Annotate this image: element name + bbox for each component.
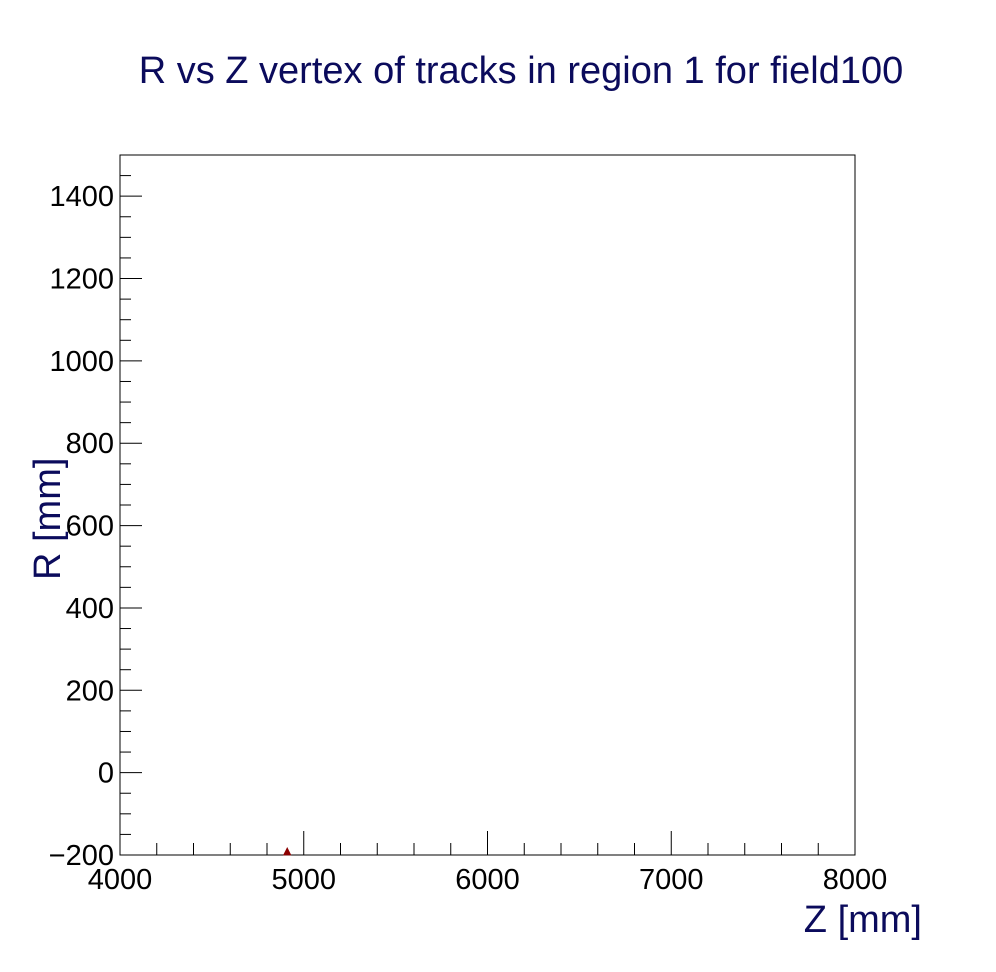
x-tick-label: 8000 xyxy=(823,864,888,896)
y-axis-title: R [mm] xyxy=(27,458,69,580)
y-tick-label: 1200 xyxy=(49,264,114,296)
data-points xyxy=(283,846,292,856)
x-axis-tick-labels: 4000 5000 6000 7000 8000 xyxy=(88,864,888,896)
chart-title: R vs Z vertex of tracks in region 1 for … xyxy=(139,50,904,92)
x-tick-label: 4000 xyxy=(88,864,153,896)
x-tick-label: 7000 xyxy=(639,864,704,896)
x-axis-ticks xyxy=(119,831,856,855)
data-point xyxy=(283,846,292,856)
y-tick-label: 0 xyxy=(98,758,114,790)
y-tick-label: 400 xyxy=(66,593,114,625)
x-tick-label: 5000 xyxy=(271,864,336,896)
y-tick-label: −200 xyxy=(49,840,114,872)
x-axis-title: Z [mm] xyxy=(804,899,922,941)
y-tick-label: 600 xyxy=(66,511,114,543)
y-tick-label: 200 xyxy=(66,675,114,707)
y-axis-tick-labels: −200 0 200 400 600 800 1000 1200 1400 xyxy=(49,181,114,872)
plot-frame xyxy=(119,154,856,856)
x-tick-label: 6000 xyxy=(455,864,520,896)
y-tick-label: 1000 xyxy=(49,346,114,378)
y-axis-ticks xyxy=(120,154,142,856)
y-tick-label: 800 xyxy=(66,428,114,460)
y-tick-label: 1400 xyxy=(49,181,114,213)
